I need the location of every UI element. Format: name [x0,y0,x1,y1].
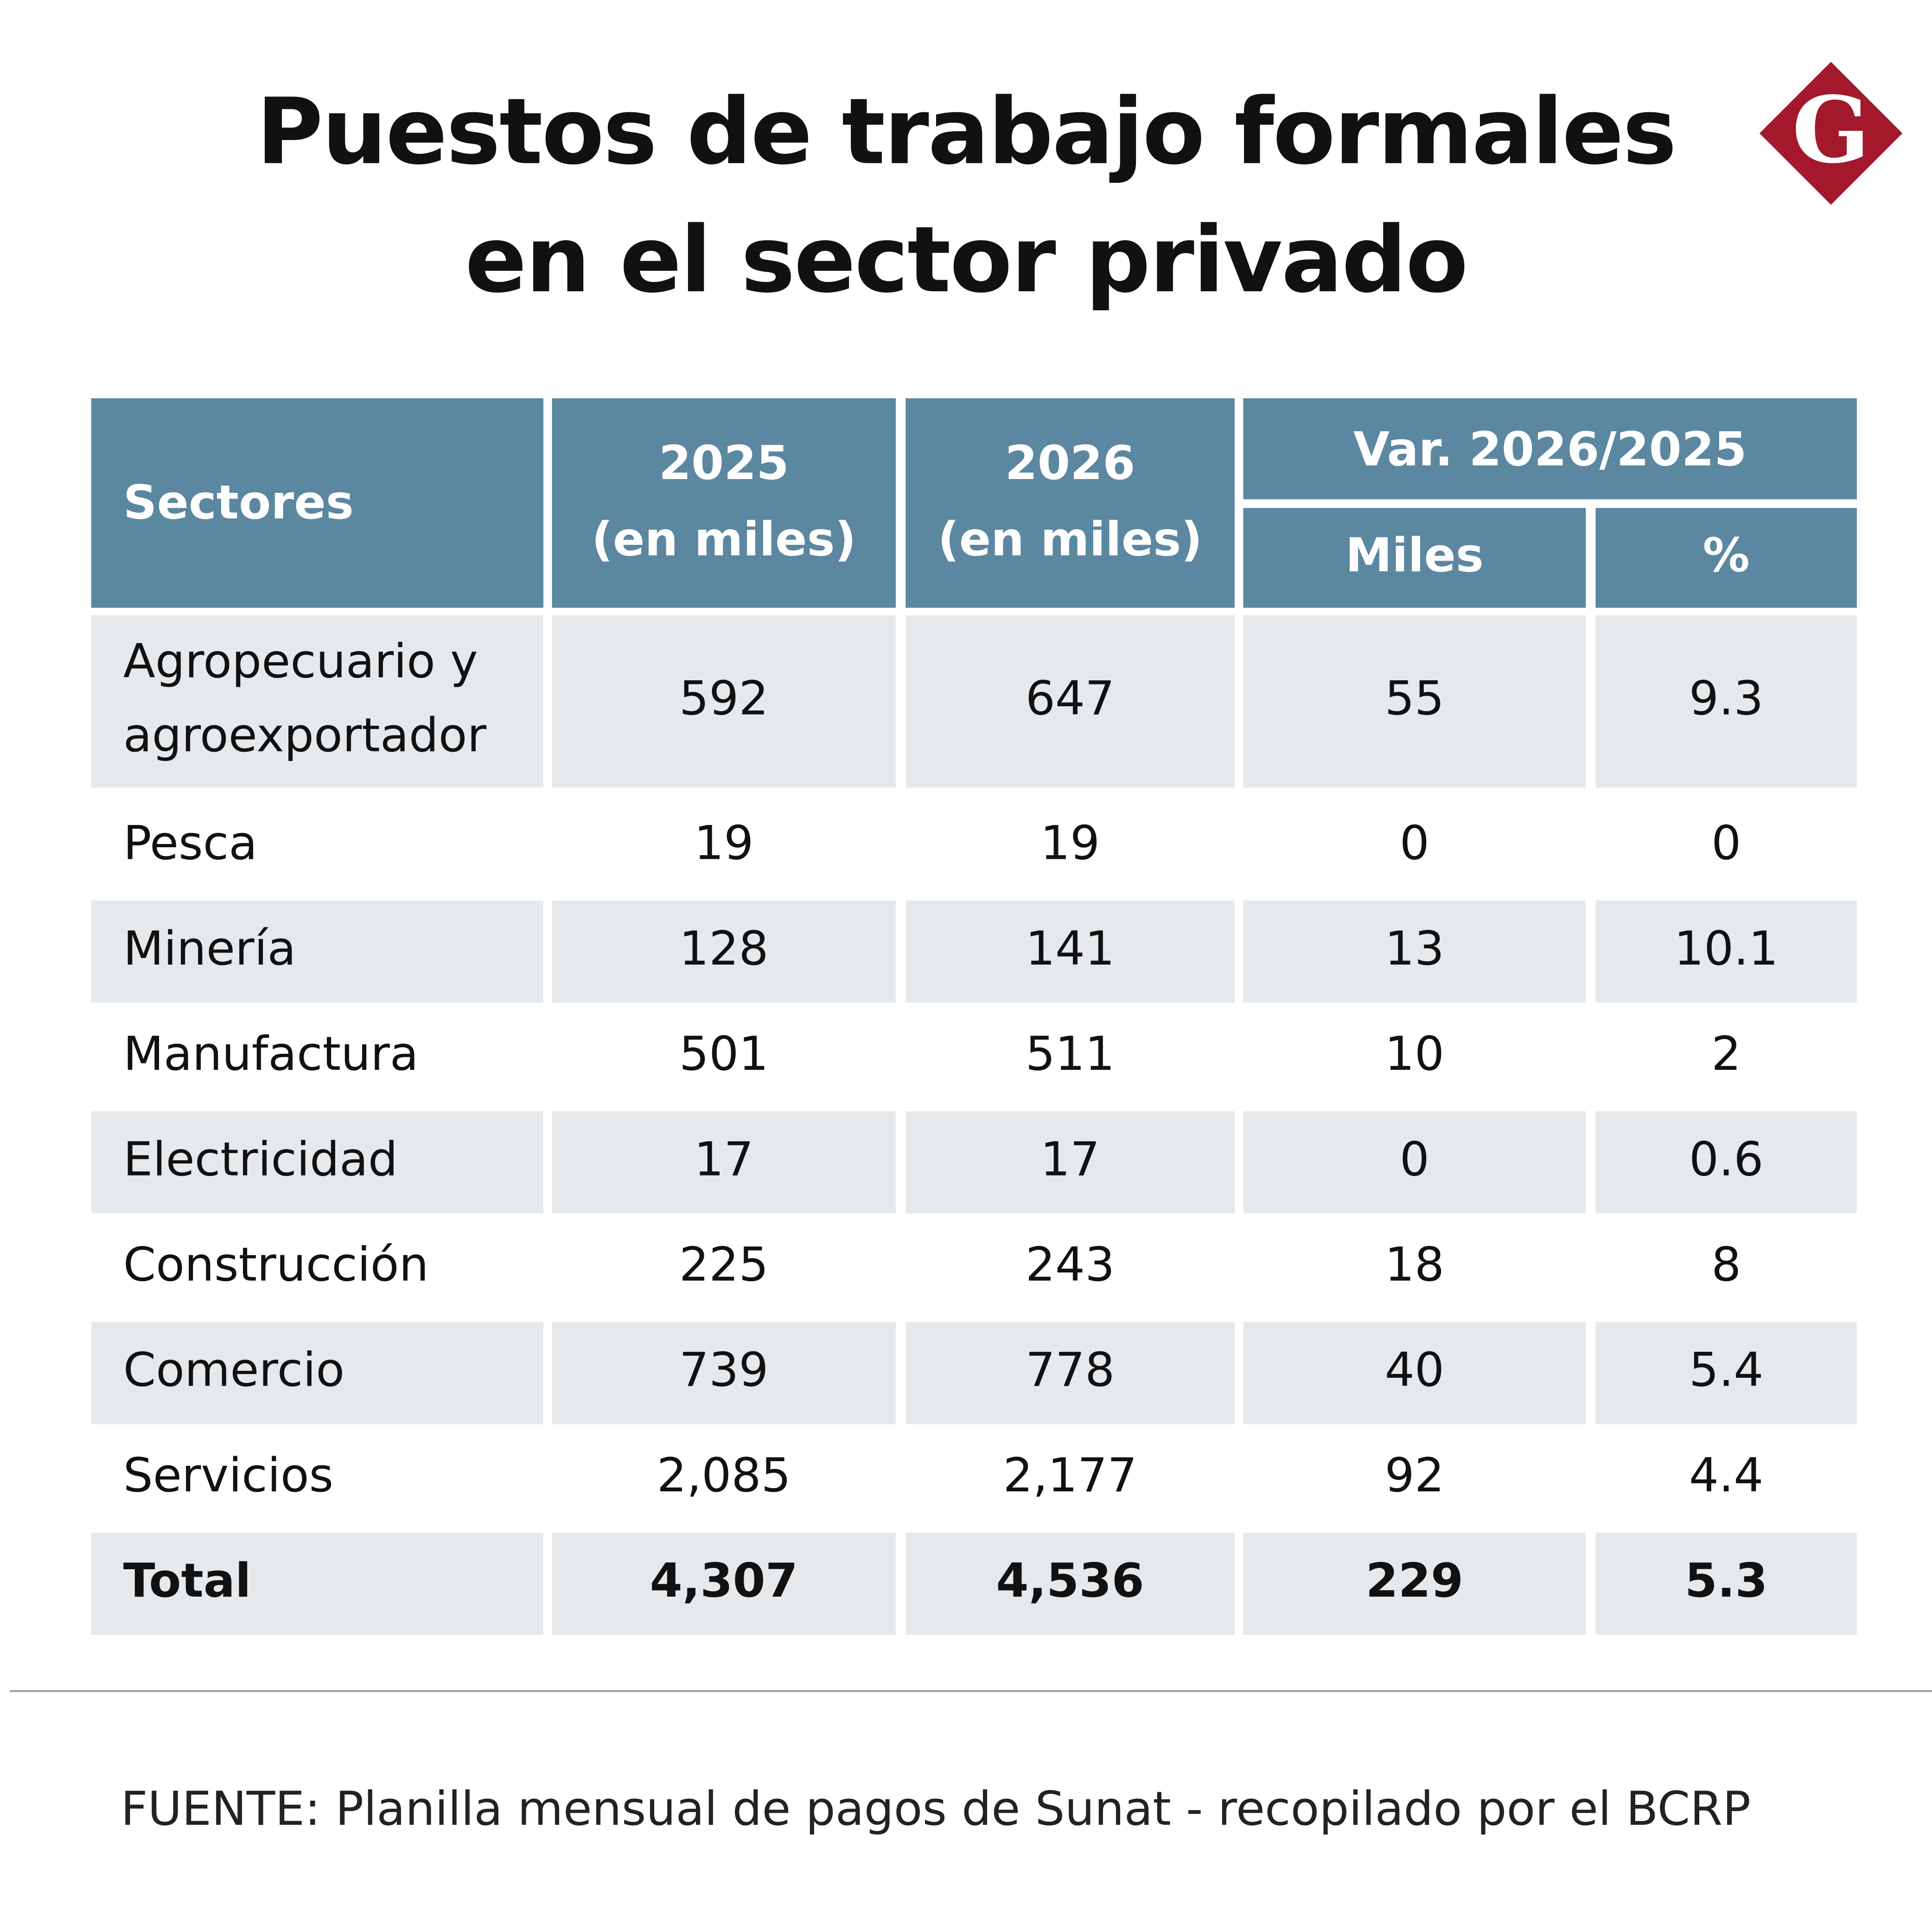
cell-value: 225 [679,1237,769,1292]
row-shade [905,900,1235,1003]
logo-badge [1759,62,1903,205]
cell-value: 647 [1026,671,1115,725]
cell-value: 0 [1400,816,1429,870]
cell-value: 4,536 [996,1553,1144,1608]
title: en el sector privado [465,207,1467,313]
cell-value: 739 [679,1343,769,1397]
row-shade [91,1533,543,1635]
row-shade [552,900,896,1003]
cell-value: 2,177 [1003,1448,1137,1502]
header-cell [1595,508,1857,608]
column-header: Var. 2026/2025 [1353,422,1747,477]
cell-value: 0.6 [1689,1132,1764,1186]
column-header: 2025 [659,435,789,490]
row-label: Pesca [123,816,257,870]
source: FUENTE: Planilla mensual de pagos de Sun… [121,1781,1751,1836]
row-label: Servicios [123,1448,333,1502]
row-shade [91,1111,543,1214]
row-shade [1595,1322,1857,1425]
header-cell [905,398,1235,608]
column-header: (en miles) [592,512,856,567]
cell-value: 229 [1365,1553,1463,1608]
row-shade [552,1533,896,1635]
row-label: Electricidad [123,1132,398,1186]
cell-value: 778 [1026,1343,1115,1397]
column-header: 2026 [1005,435,1135,490]
row-shade [91,1322,543,1425]
cell-value: 511 [1026,1026,1115,1081]
row-shade [1595,1111,1857,1214]
row-label: Minería [123,921,296,976]
cell-value: 13 [1385,921,1444,976]
cell-value: 40 [1385,1343,1444,1397]
row-shade [1243,900,1586,1003]
row-shade [905,1111,1235,1214]
cell-value: 141 [1026,921,1115,976]
column-header: % [1703,528,1750,582]
title: Puestos de trabajo formales [256,79,1676,185]
column-header: Sectores [123,475,354,530]
cell-value: 4,307 [650,1553,798,1608]
row-shade [1595,1533,1857,1635]
cell-value: 128 [679,921,769,976]
row-shade [1243,615,1586,788]
row-shade [1243,1533,1586,1635]
cell-value: 8 [1711,1237,1741,1292]
row-shade [905,1533,1235,1635]
row-shade [552,1322,896,1425]
row-shade [1595,900,1857,1003]
cell-value: 92 [1385,1448,1444,1502]
cell-value: 19 [1040,816,1100,870]
cell-value: 19 [694,816,753,870]
cell-value: 9.3 [1689,671,1764,725]
row-shade [91,900,543,1003]
row-label: Comercio [123,1343,344,1397]
row-shade [552,615,896,788]
cell-value: 17 [1040,1132,1100,1186]
row-shade [1243,1111,1586,1214]
cell-value: 243 [1026,1237,1115,1292]
row-shade [1595,615,1857,788]
column-header: (en miles) [938,512,1203,567]
header-cell [552,398,896,608]
row-label: agroexportador [123,708,487,762]
cell-value: 592 [679,671,769,725]
cell-value: 5.3 [1685,1553,1768,1608]
cell-value: 18 [1385,1237,1444,1292]
cell-value: 10.1 [1674,921,1779,976]
row-shade [905,1322,1235,1425]
row-label: Construcción [123,1237,429,1292]
cell-value: 2 [1711,1026,1741,1081]
row-label: Agropecuario y [123,634,478,689]
cell-value: 5.4 [1689,1343,1764,1397]
header-cell [91,398,543,608]
row-shade [905,615,1235,788]
cell-value: 55 [1385,671,1444,725]
column-header: Miles [1345,528,1484,582]
header-cell [1243,398,1857,499]
cell-value: 17 [694,1132,753,1186]
cell-value: 0 [1711,816,1741,870]
cell-value: 4.4 [1689,1448,1764,1502]
cell-value: 10 [1385,1026,1444,1081]
row-shade [1243,1322,1586,1425]
header-cell [1243,508,1586,608]
cell-value: 0 [1400,1132,1429,1186]
logo: G [1792,77,1870,184]
row-shade [91,615,543,788]
cell-value: 501 [679,1026,769,1081]
row-label: Total [123,1553,251,1608]
row-shade [552,1111,896,1214]
header: G [1759,62,1903,205]
row-label: Manufactura [123,1026,419,1081]
cell-value: 2,085 [657,1448,791,1502]
